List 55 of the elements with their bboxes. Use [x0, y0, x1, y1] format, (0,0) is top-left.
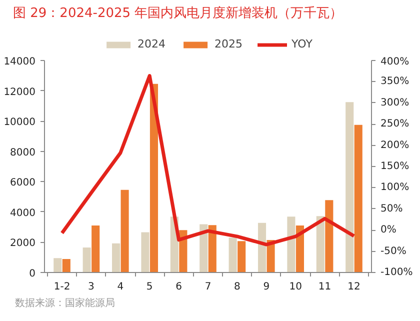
bar — [141, 232, 150, 272]
bar — [325, 200, 334, 272]
x-tick-label: 9 — [263, 282, 270, 292]
x-tick-label: 10 — [289, 282, 302, 292]
bar — [238, 241, 246, 272]
y-tick-label: 10000 — [4, 117, 36, 128]
bar — [200, 224, 208, 272]
x-tick-label: 6 — [176, 282, 182, 292]
bar — [62, 259, 70, 272]
x-tick-label: 12 — [348, 282, 360, 292]
bar — [346, 102, 354, 272]
y-tick-label: 4000 — [10, 208, 36, 219]
y-tick-label: 0 — [29, 268, 36, 280]
y-tick-label: 8000 — [10, 147, 36, 158]
y2-tick-label: 250% — [380, 118, 410, 130]
y2-tick-label: 100% — [380, 182, 410, 194]
y2-tick-label: 350% — [380, 76, 410, 88]
y2-tick-label: 400% — [380, 56, 410, 68]
y2-tick-label: -50% — [380, 246, 406, 257]
y-tick-label: 6000 — [10, 178, 36, 189]
x-tick-label: 7 — [204, 282, 212, 292]
bar — [92, 226, 100, 272]
bar — [150, 84, 158, 272]
y2-tick-label: 300% — [380, 97, 410, 108]
y-tick-label: 12000 — [4, 86, 36, 98]
bar — [258, 222, 266, 272]
bar — [316, 216, 324, 272]
bar — [112, 243, 120, 272]
x-tick-label: 1-2 — [54, 282, 70, 292]
x-tick-label: 3 — [88, 282, 94, 292]
bar — [54, 258, 62, 272]
bar — [287, 216, 296, 272]
legend-label: 2024 — [138, 38, 166, 50]
bar — [120, 190, 129, 272]
bar — [208, 225, 216, 272]
y2-tick-label: 150% — [380, 161, 410, 172]
y2-tick-label: 50% — [380, 203, 403, 214]
source-note: 数据来源：国家能源局 — [15, 297, 115, 311]
y-tick-label: 2000 — [10, 238, 36, 250]
bar — [296, 226, 304, 272]
legend-label: 2025 — [214, 38, 243, 50]
x-tick-label: 5 — [146, 282, 153, 292]
x-tick-label: 8 — [234, 282, 240, 292]
y-tick-label: 14000 — [4, 56, 36, 68]
y2-tick-label: -100% — [380, 267, 413, 278]
bar — [82, 248, 91, 272]
chart-title: 图 29：2024-2025 年国内风电月度新增装机（万千瓦） — [13, 5, 343, 23]
bar — [228, 238, 237, 272]
x-tick-label: 4 — [117, 282, 124, 292]
y2-tick-label: 200% — [380, 140, 410, 151]
legend-label: YOY — [292, 38, 312, 50]
bar — [354, 124, 362, 272]
y2-tick-label: 0% — [380, 224, 396, 236]
line-series — [60, 74, 356, 246]
x-tick-label: 11 — [318, 282, 332, 292]
